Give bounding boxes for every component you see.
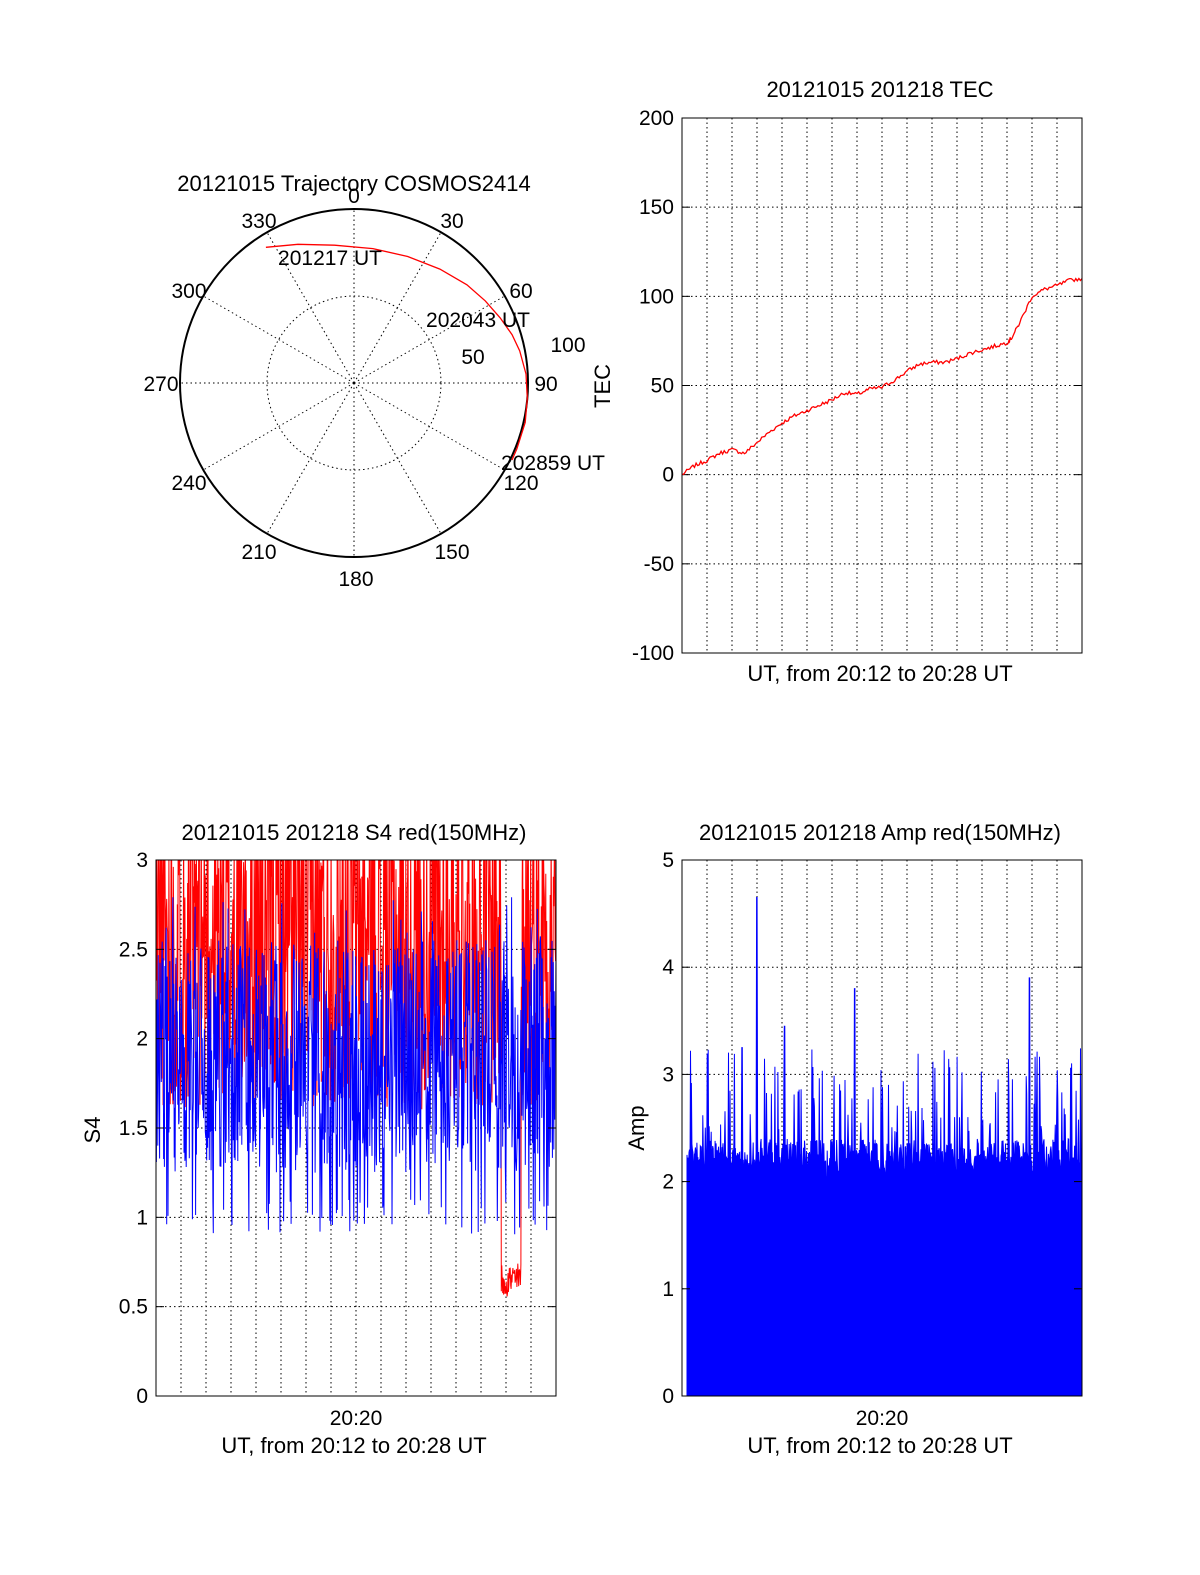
- amp-series: [686, 897, 1082, 1396]
- s4-y-tick-4: 2: [136, 1028, 148, 1051]
- polar-trajectory-chart: 20121015 Trajectory COSMOS2414 0 30 60 90 12…: [143, 171, 605, 591]
- tec-y-label: TEC: [590, 364, 615, 408]
- polar-grid: [179, 208, 529, 558]
- tec-y-tick-5: 150: [639, 196, 674, 219]
- polar-spoke-240: [203, 382, 355, 471]
- polar-outer-circle: [179, 208, 529, 558]
- polar-spoke-150: [353, 382, 442, 534]
- tec-y-ticks: -100 -50 0 50 100 150 200: [632, 107, 1082, 665]
- s4-y-tick-1: 0.5: [119, 1296, 148, 1319]
- polar-spoke-120: [353, 382, 505, 471]
- s4-x-tick-2020: 20:20: [330, 1407, 383, 1430]
- amp-x-tick-2020: 20:20: [856, 1407, 909, 1430]
- polar-trajectory-line: [265, 243, 528, 461]
- s4-blue-line: [156, 897, 556, 1235]
- tec-y-tick-0: -100: [632, 642, 674, 665]
- s4-y-tick-2: 1: [136, 1206, 148, 1229]
- polar-spoke-60: [353, 295, 505, 384]
- amp-y-label: Amp: [624, 1105, 649, 1150]
- tec-y-tick-1: -50: [644, 553, 674, 576]
- polar-angle-label-120: 120: [503, 472, 538, 495]
- polar-angle-label-30: 30: [440, 210, 463, 233]
- amp-y-tick-4: 4: [662, 956, 674, 979]
- tec-y-tick-2: 0: [662, 464, 674, 487]
- polar-annotation-0: 201217 UT: [278, 247, 382, 270]
- polar-radial-label-50: 50: [461, 346, 484, 369]
- amp-y-tick-0: 0: [662, 1385, 674, 1408]
- polar-angle-label-300: 300: [171, 280, 206, 303]
- polar-annotation-2: 202859 UT: [501, 452, 605, 475]
- tec-frame: [681, 117, 1083, 654]
- s4-frame: [155, 859, 557, 1397]
- s4-y-ticks: 0 0.5 1 1.5 2 2.5 3: [119, 849, 556, 1408]
- amp-y-tick-3: 3: [662, 1063, 674, 1086]
- s4-red-line: [156, 860, 556, 1297]
- amp-chart: 20121015 201218 Amp red(150MHz) 0 1 2 3 4 5 2…: [624, 820, 1083, 1458]
- amp-fill-body: [687, 1176, 1082, 1396]
- polar-spoke-210: [266, 382, 355, 534]
- polar-angle-label-150: 150: [434, 541, 469, 564]
- polar-angle-label-270: 270: [143, 373, 178, 396]
- polar-angle-label-330: 330: [241, 210, 276, 233]
- tec-y-tick-3: 50: [651, 375, 674, 398]
- s4-y-label: S4: [80, 1117, 105, 1144]
- polar-angle-label-90: 90: [534, 373, 557, 396]
- tec-series: [682, 277, 1083, 475]
- polar-angle-label-180: 180: [338, 568, 373, 591]
- polar-title: 20121015 Trajectory COSMOS2414: [177, 171, 530, 196]
- amp-x-label: UT, from 20:12 to 20:28 UT: [747, 1433, 1012, 1458]
- amp-y-tick-2: 2: [662, 1171, 674, 1194]
- s4-y-tick-3: 1.5: [119, 1117, 148, 1140]
- polar-trajectory-series: [265, 243, 528, 461]
- s4-chart: 20121015 201218 S4 red(150MHz) 0 0.5 1 1.5 2…: [80, 820, 557, 1458]
- s4-y-tick-5: 2.5: [119, 938, 148, 961]
- polar-angle-label-210: 210: [241, 541, 276, 564]
- tec-title: 20121015 201218 TEC: [766, 77, 993, 102]
- polar-angle-label-60: 60: [509, 280, 532, 303]
- s4-x-label: UT, from 20:12 to 20:28 UT: [221, 1433, 486, 1458]
- s4-series: [156, 860, 556, 1297]
- tec-line: [682, 277, 1083, 475]
- s4-title: 20121015 201218 S4 red(150MHz): [182, 820, 527, 845]
- tec-x-label: UT, from 20:12 to 20:28 UT: [747, 661, 1012, 686]
- amp-frame: [681, 859, 1083, 1397]
- s4-y-tick-6: 3: [136, 849, 148, 872]
- tec-y-tick-4: 100: [639, 285, 674, 308]
- polar-spoke-30: [353, 232, 442, 384]
- s4-y-tick-0: 0: [136, 1385, 148, 1408]
- amp-y-tick-1: 1: [662, 1278, 674, 1301]
- polar-angle-label-240: 240: [171, 472, 206, 495]
- polar-radial-labels: 50 100: [461, 334, 585, 369]
- amp-y-tick-5: 5: [662, 849, 674, 872]
- tec-y-tick-6: 200: [639, 107, 674, 130]
- tec-chart: 20121015 201218 TEC -100-50050100150200 …: [590, 77, 1083, 686]
- polar-angle-labels: 0 30 60 90 120 150 180 210 240 270 300 330: [143, 185, 557, 591]
- polar-annotations: 201217 UT 202043 UT 202859 UT: [278, 247, 605, 475]
- polar-annotation-1: 202043 UT: [426, 309, 530, 332]
- polar-spoke-330: [266, 232, 355, 384]
- polar-radial-label-100: 100: [550, 334, 585, 357]
- polar-spoke-300: [203, 295, 355, 384]
- tec-grid: [682, 118, 1082, 653]
- amp-title: 20121015 201218 Amp red(150MHz): [699, 820, 1061, 845]
- polar-angle-label-0: 0: [348, 185, 360, 208]
